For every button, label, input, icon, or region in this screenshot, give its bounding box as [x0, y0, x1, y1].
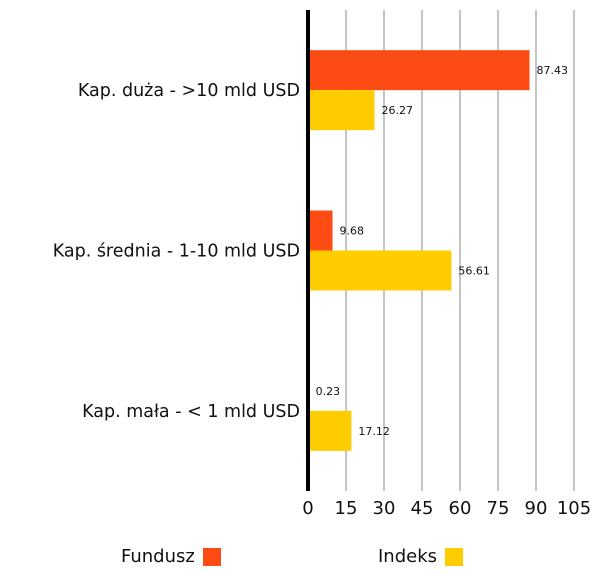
data-label: 87.43 — [536, 64, 568, 77]
data-labels: 87.43 26.27 9.68 56.61 0.23 17.12 — [316, 64, 568, 438]
data-label: 26.27 — [382, 104, 414, 117]
x-tick-label: 30 — [373, 498, 396, 519]
x-tick-label: 60 — [449, 498, 472, 519]
bar-indeks — [308, 90, 375, 131]
x-tick-labels: 0 15 30 45 60 75 90 105 — [302, 498, 591, 519]
category-label: Kap. średnia - 1-10 mld USD — [53, 242, 300, 262]
x-tick-label: 15 — [335, 498, 358, 519]
data-label: 0.23 — [316, 385, 341, 398]
x-tick-label: 75 — [487, 498, 510, 519]
data-label: 56.61 — [458, 265, 490, 278]
data-label: 9.68 — [340, 225, 365, 238]
bar-fundusz — [308, 210, 333, 251]
bar-indeks — [308, 250, 452, 291]
x-tick-label: 90 — [525, 498, 548, 519]
legend-fundusz: Fundusz — [121, 546, 221, 567]
bars — [308, 50, 530, 451]
x-tick-label: 0 — [302, 498, 313, 519]
bar-indeks — [308, 410, 352, 451]
x-tick-label: 45 — [411, 498, 434, 519]
bar-fundusz — [308, 50, 530, 91]
legend-swatch-indeks — [445, 547, 464, 566]
legend-indeks: Indeks — [378, 546, 464, 567]
legend-label-fundusz: Fundusz — [121, 546, 195, 567]
legend-swatch-fundusz — [202, 547, 221, 566]
category-label: Kap. mała - < 1 mld USD — [82, 402, 300, 422]
category-label: Kap. duża - >10 mld USD — [78, 81, 300, 101]
data-label: 17.12 — [358, 425, 390, 438]
category-labels: Kap. duża - >10 mld USD Kap. średnia - 1-… — [53, 81, 300, 422]
x-tick-label: 105 — [557, 498, 591, 519]
legend-label-indeks: Indeks — [378, 546, 438, 567]
